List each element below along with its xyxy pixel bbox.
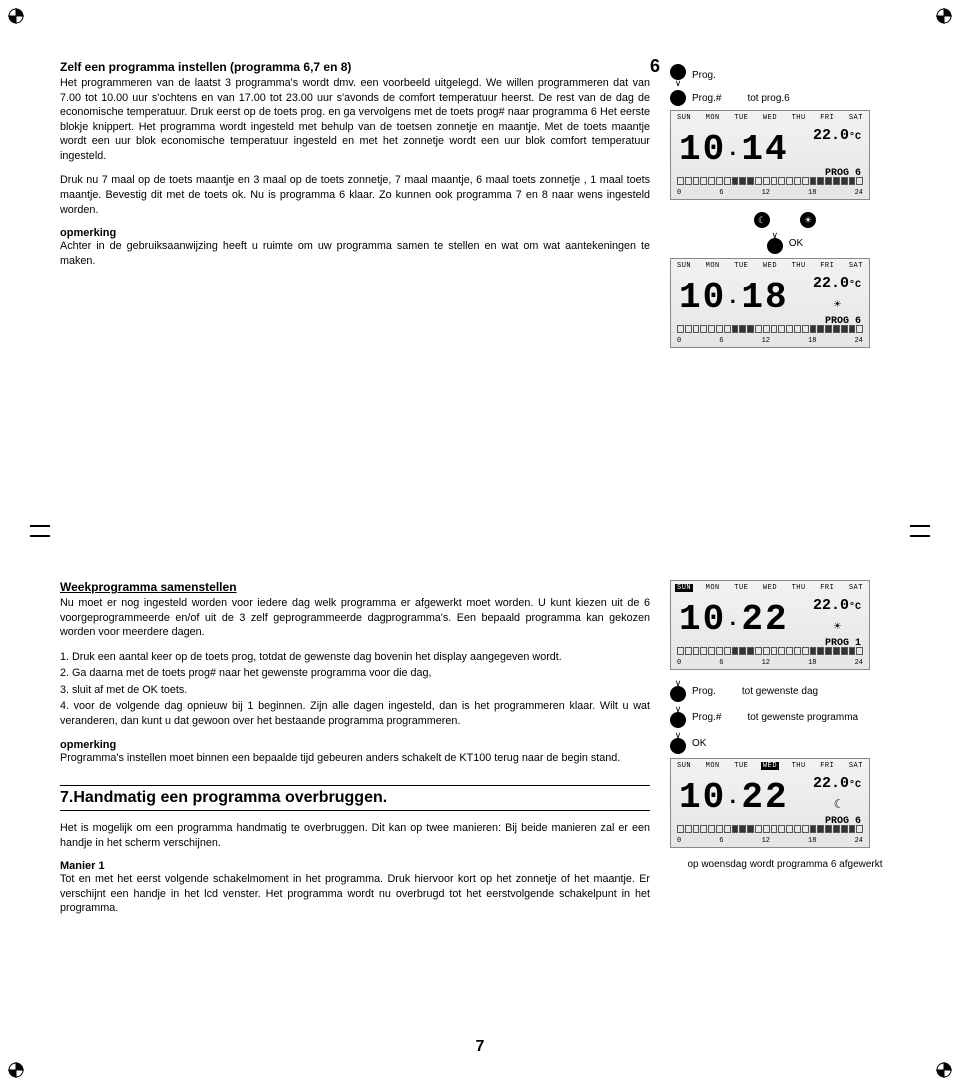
list-item: 3. sluit af met de OK toets.: [60, 683, 650, 698]
list-item: 4. voor de volgende dag opnieuw bij 1 be…: [60, 699, 650, 728]
lcd-display-3: SUNMONTUEWEDTHUFRISAT10.2222.0°C☀PROG 10…: [670, 580, 870, 670]
ok-button[interactable]: [767, 238, 783, 254]
reg-mark-br: [936, 1062, 952, 1078]
prog-label: Prog.: [692, 686, 716, 697]
body-text: Het is mogelijk om een programma handmat…: [60, 821, 650, 850]
prog-hash-extra: tot prog.6: [747, 93, 789, 104]
lcd-display-1: SUNMONTUEWEDTHUFRISAT10.1422.0°CPROG 606…: [670, 110, 870, 200]
list-item: 1. Druk een aantal keer op de toets prog…: [60, 650, 650, 665]
body-text: Nu moet er nog ingesteld worden voor ied…: [60, 596, 650, 640]
prog-hash-label: Prog.#: [692, 712, 721, 723]
prog-hash-label: Prog.#: [692, 93, 721, 104]
note-body: Achter in de gebruiksaanwijzing heeft u …: [60, 239, 650, 268]
prog-hash-button[interactable]: [670, 90, 686, 106]
prog-hash-button[interactable]: [670, 712, 686, 728]
prog-extra: tot gewenste dag: [742, 686, 818, 697]
ok-label: OK: [692, 738, 706, 749]
sun-icon: ☀: [804, 215, 812, 226]
section-title: Weekprogramma samenstellen: [60, 580, 650, 594]
note-title: opmerking: [60, 227, 650, 239]
body-text: Het programmeren van de laatst 3 program…: [60, 76, 650, 163]
lcd-display-4: SUNMONTUEWEDTHUFRISAT10.2222.0°C☾PROG 60…: [670, 758, 870, 848]
page-number-bottom: 7: [0, 1038, 960, 1056]
body-text: Tot en met het eerst volgende schakelmom…: [60, 872, 650, 916]
fold-mark: [910, 535, 930, 537]
prog-button[interactable]: [670, 686, 686, 702]
reg-mark-tl: [8, 8, 24, 24]
section-title: Zelf een programma instellen (programma …: [60, 60, 650, 74]
note-body: Programma's instellen moet binnen een be…: [60, 751, 650, 766]
prog-hash-extra: tot gewenste programma: [747, 712, 858, 723]
body-text: Druk nu 7 maal op de toets maantje en 3 …: [60, 173, 650, 217]
reg-mark-bl: [8, 1062, 24, 1078]
list-item: 2. Ga daarna met de toets prog# naar het…: [60, 666, 650, 681]
sun-button[interactable]: ☀: [800, 212, 816, 228]
chevron-down-icon: ∨: [675, 80, 682, 86]
fold-mark: [30, 525, 50, 527]
section-heading: 7.Handmatig een programma overbruggen.: [60, 785, 650, 811]
prog-label: Prog.: [692, 70, 716, 81]
fold-mark: [910, 525, 930, 527]
moon-icon: ☾: [758, 215, 766, 226]
lcd-caption: op woensdag wordt programma 6 afgewerkt: [670, 858, 900, 871]
note-title: opmerking: [60, 739, 650, 751]
moon-button[interactable]: ☾: [754, 212, 770, 228]
ok-button[interactable]: [670, 738, 686, 754]
ok-label: OK: [789, 238, 803, 249]
reg-mark-tr: [936, 8, 952, 24]
lcd-display-2: SUNMONTUEWEDTHUFRISAT10.1822.0°C☀PROG 60…: [670, 258, 870, 348]
fold-mark: [30, 535, 50, 537]
sub-title: Manier 1: [60, 860, 650, 872]
page-number-top: 6: [650, 56, 660, 77]
